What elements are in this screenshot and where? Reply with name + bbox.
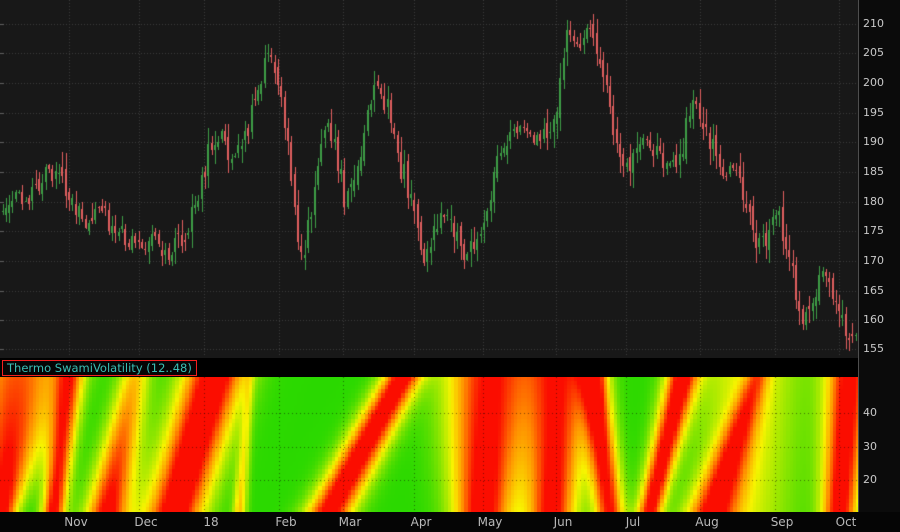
time-axis-label: Mar	[338, 515, 362, 529]
price-axis-label: 175	[863, 224, 884, 237]
indicator-label-row: Thermo SwamiVolatility (12..48)	[0, 358, 858, 377]
time-axis[interactable]: Nov Dec 18 Feb Mar Apr May Jun Jul Aug Sep Oct	[0, 512, 900, 532]
price-axis-label: 155	[863, 342, 884, 355]
thermo-axis-label: 20	[863, 473, 877, 486]
time-axis-label: Jun	[553, 515, 573, 529]
price-chart-panel[interactable]	[0, 0, 858, 358]
indicator-label[interactable]: Thermo SwamiVolatility (12..48)	[2, 360, 197, 376]
time-axis-label: May	[477, 515, 503, 529]
price-axis-label: 210	[863, 17, 884, 30]
time-axis-label: Dec	[134, 515, 158, 529]
price-axis-label: 190	[863, 135, 884, 148]
axis-corner	[858, 512, 900, 532]
price-axis-label: 170	[863, 254, 884, 267]
price-axis-label: 160	[863, 313, 884, 326]
time-axis-label: Sep	[770, 515, 794, 529]
price-axis-label: 180	[863, 195, 884, 208]
time-axis-label: Aug	[695, 515, 719, 529]
price-axis-label: 200	[863, 76, 884, 89]
price-axis[interactable]: 210 205 200 195 190 185 180 175 170 165 160 155	[858, 0, 900, 358]
time-axis-label: Nov	[64, 515, 88, 529]
time-axis-label: Apr	[410, 515, 432, 529]
thermo-axis[interactable]: 40 30 20	[858, 358, 900, 512]
price-axis-label: 185	[863, 165, 884, 178]
thermo-heatmap-canvas[interactable]	[0, 377, 858, 512]
price-axis-label: 195	[863, 106, 884, 119]
thermo-axis-label: 40	[863, 406, 877, 419]
time-axis-label: Jul	[625, 515, 641, 529]
price-axis-label: 165	[863, 284, 884, 297]
time-axis-label: Oct	[835, 515, 857, 529]
thermo-axis-label: 30	[863, 440, 877, 453]
time-axis-label: 18	[203, 515, 219, 529]
thermo-indicator-panel[interactable]	[0, 377, 858, 512]
time-axis-label: Feb	[275, 515, 297, 529]
price-axis-label: 205	[863, 46, 884, 59]
price-chart-canvas[interactable]	[0, 0, 858, 358]
